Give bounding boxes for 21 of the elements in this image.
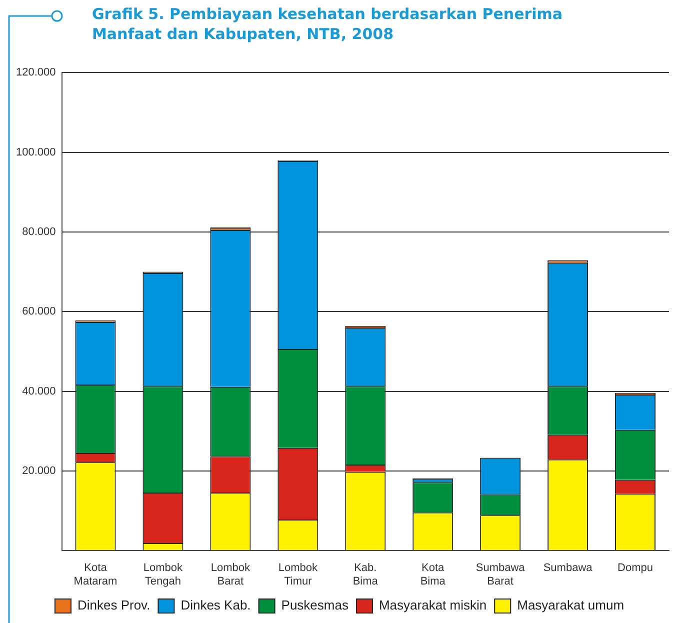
x-tick-label: Lombok Tengah bbox=[143, 562, 184, 588]
x-tick-label: Sumbawa bbox=[543, 562, 594, 574]
x-tick-label: Kota Mataram bbox=[74, 562, 118, 588]
legend-label: Masyarakat miskin bbox=[378, 598, 487, 613]
y-tick-label: 100.000 bbox=[16, 146, 56, 158]
x-tick-label: Sumbawa Barat bbox=[476, 562, 526, 588]
y-tick-label: 40.000 bbox=[22, 385, 56, 398]
y-tick-label: 120.000 bbox=[16, 66, 56, 79]
x-tick-label: Kota Bima bbox=[420, 562, 446, 588]
legend-label: Puskesmas bbox=[281, 598, 349, 613]
x-tick-label: Dompu bbox=[618, 562, 653, 574]
legend-label: Dinkes Kab. bbox=[180, 598, 251, 613]
legend-label: Dinkes Prov. bbox=[77, 598, 150, 613]
y-tick-label: 20.000 bbox=[22, 464, 56, 477]
x-tick-label: Kab. Bima bbox=[352, 562, 379, 588]
legend-label: Masyarakat umum bbox=[517, 598, 624, 613]
y-tick-label: 60.000 bbox=[22, 306, 56, 318]
x-tick-label: Lombok Timur bbox=[278, 562, 318, 588]
x-tick-label: Lombok Barat bbox=[210, 562, 251, 588]
y-tick-label: 80.000 bbox=[22, 226, 56, 238]
chart-title: Grafik 5. Pembiayaan kesehatan berdasarkan Penerima Manfaat dan Kabupaten, NTB, 2008 bbox=[92, 4, 564, 44]
